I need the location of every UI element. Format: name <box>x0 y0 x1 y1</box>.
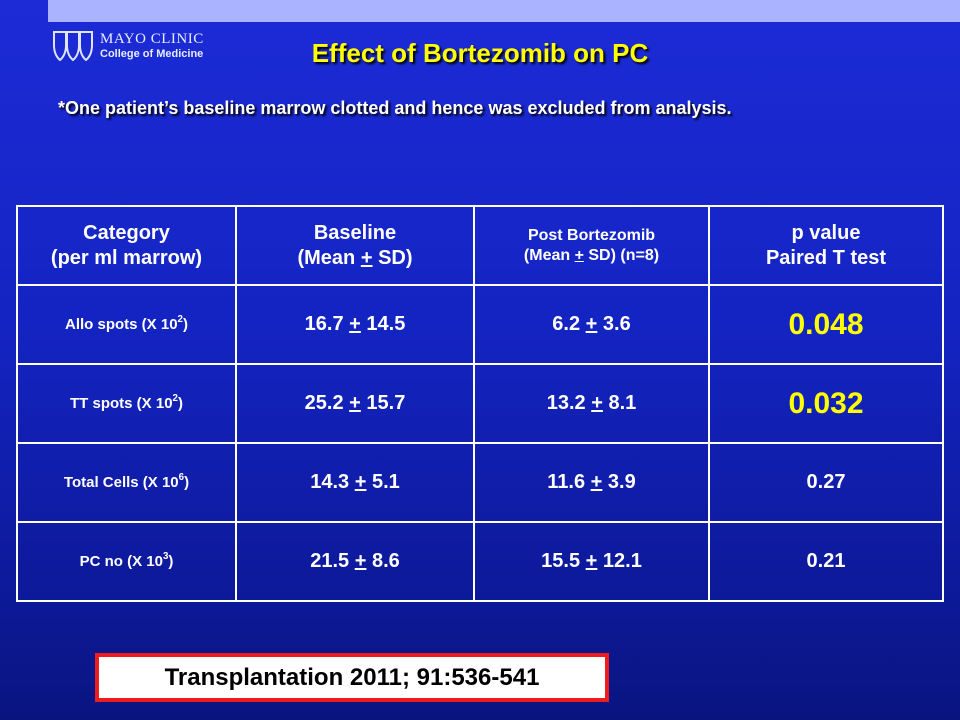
header-baseline-line2-end: SD) <box>372 246 413 269</box>
table-row: Total Cells (X 106) 14.3 + 5.1 11.6 + 3.… <box>16 442 944 523</box>
category-label-end: ) <box>182 316 188 333</box>
header-category: Category (per ml marrow) <box>16 205 237 286</box>
citation-text: Transplantation 2011; 91:536-541 <box>164 663 540 691</box>
p-value-significant: 0.048 <box>708 284 944 365</box>
header-p-value: p value Paired T test <box>708 205 944 286</box>
header-p-value-line2: Paired T test <box>765 246 887 269</box>
baseline-mean: 25.2 <box>304 392 344 414</box>
p-value-significant: 0.032 <box>708 363 944 444</box>
plus-minus-symbol: + <box>349 313 361 335</box>
baseline-sd: 15.7 <box>366 392 406 414</box>
post-sd: 12.1 <box>602 550 642 572</box>
header-post-line2: (Mean <box>523 246 575 264</box>
post-value: 6.2 + 3.6 <box>473 284 710 365</box>
baseline-mean: 14.3 <box>310 471 350 493</box>
category-label-end: ) <box>168 553 174 570</box>
post-sd: 8.1 <box>608 392 637 414</box>
slide-title: Effect of Bortezomib on PC <box>311 38 649 68</box>
header-post-line1: Post Bortezomib <box>527 226 656 244</box>
post-mean: 13.2 <box>546 392 586 414</box>
top-accent-bar <box>48 0 960 22</box>
category-label: Allo spots (X 10 <box>65 316 178 333</box>
baseline-mean: 21.5 <box>310 550 350 572</box>
p-value: 0.21 <box>708 521 944 602</box>
post-sd: 3.6 <box>602 313 631 335</box>
plus-minus-symbol: + <box>585 313 598 335</box>
header-category-line1: Category <box>83 221 170 244</box>
post-value: 15.5 + 12.1 <box>473 521 710 602</box>
post-value: 13.2 + 8.1 <box>473 363 710 444</box>
post-mean: 11.6 <box>547 471 586 493</box>
post-mean: 6.2 <box>552 313 581 335</box>
category-label-end: ) <box>184 474 190 491</box>
results-table: Category (per ml marrow) Baseline (Mean … <box>16 205 944 602</box>
category-label: Total Cells (X 10 <box>63 474 179 491</box>
plus-minus-symbol: + <box>360 246 373 269</box>
baseline-value: 14.3 + 5.1 <box>235 442 475 523</box>
exclusion-note: *One patient’s baseline marrow clotted a… <box>58 98 732 118</box>
header-p-value-line1: p value <box>791 221 861 244</box>
table-header-row: Category (per ml marrow) Baseline (Mean … <box>16 205 944 286</box>
baseline-sd: 14.5 <box>366 313 406 335</box>
baseline-value: 21.5 + 8.6 <box>235 521 475 602</box>
citation-box: Transplantation 2011; 91:536-541 <box>95 653 609 702</box>
plus-minus-symbol: + <box>354 471 367 493</box>
category-label: TT spots (X 10 <box>70 395 173 412</box>
logo-line-1: MAYO CLINIC <box>100 31 204 47</box>
baseline-value: 25.2 + 15.7 <box>235 363 475 444</box>
row-category: PC no (X 103) <box>16 521 237 602</box>
header-baseline-line1: Baseline <box>313 221 397 244</box>
header-baseline-line2: (Mean <box>297 246 361 269</box>
baseline-sd: 5.1 <box>371 471 400 493</box>
post-value: 11.6 + 3.9 <box>473 442 710 523</box>
category-exponent: 3 <box>162 551 169 563</box>
plus-minus-symbol: + <box>591 392 603 414</box>
plus-minus-symbol: + <box>354 550 367 572</box>
header-post-line2-end: SD) (n=8) <box>583 246 660 264</box>
plus-minus-symbol: + <box>574 246 584 264</box>
header-baseline: Baseline (Mean + SD) <box>235 205 475 286</box>
table-row: Allo spots (X 102) 16.7 + 14.5 6.2 + 3.6… <box>16 284 944 365</box>
p-value: 0.27 <box>708 442 944 523</box>
row-category: Allo spots (X 102) <box>16 284 237 365</box>
header-category-line2: (per ml marrow) <box>50 246 203 269</box>
category-exponent: 6 <box>178 472 185 484</box>
category-exponent: 2 <box>177 314 183 326</box>
baseline-mean: 16.7 <box>304 313 344 335</box>
post-sd: 3.9 <box>607 471 636 493</box>
table-row: TT spots (X 102) 25.2 + 15.7 13.2 + 8.1 … <box>16 363 944 444</box>
plus-minus-symbol: + <box>590 471 603 493</box>
table-row: PC no (X 103) 21.5 + 8.6 15.5 + 12.1 0.2… <box>16 521 944 602</box>
category-label-end: ) <box>177 395 183 412</box>
row-category: Total Cells (X 106) <box>16 442 237 523</box>
row-category: TT spots (X 102) <box>16 363 237 444</box>
category-label: PC no (X 10 <box>79 553 163 570</box>
baseline-sd: 8.6 <box>371 550 400 572</box>
mayo-shields-icon <box>53 31 93 62</box>
logo-line-2: College of Medicine <box>100 48 204 60</box>
category-exponent: 2 <box>172 393 178 405</box>
plus-minus-symbol: + <box>349 392 361 414</box>
baseline-value: 16.7 + 14.5 <box>235 284 475 365</box>
plus-minus-symbol: + <box>585 550 598 572</box>
mayo-clinic-logo: MAYO CLINIC College of Medicine <box>52 26 204 66</box>
post-mean: 15.5 <box>541 550 581 572</box>
header-post-bortezomib: Post Bortezomib (Mean + SD) (n=8) <box>473 205 710 286</box>
